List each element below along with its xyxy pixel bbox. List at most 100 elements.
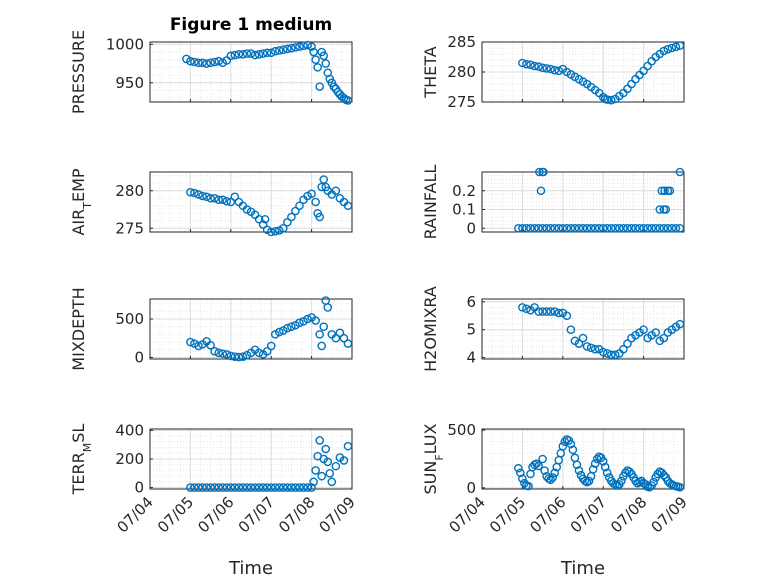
- data-point: [190, 57, 199, 67]
- data-point: [194, 58, 203, 68]
- data-point: [325, 468, 335, 478]
- subplot-2: 275 280 285 THETA: [421, 33, 685, 111]
- data-point: [198, 483, 207, 492]
- data-point: [315, 330, 324, 339]
- y-tick-label: 0: [134, 348, 144, 366]
- y-axis-label: PRESSURE: [69, 30, 88, 114]
- y-axis-label: THETA: [421, 46, 440, 98]
- data-point: [590, 459, 600, 468]
- data-point: [226, 197, 236, 207]
- data-point: [675, 223, 685, 233]
- data-point: [339, 456, 349, 465]
- data-point: [321, 59, 331, 68]
- data-point: [250, 483, 260, 492]
- data-point: [602, 468, 612, 478]
- data-point: [238, 352, 248, 361]
- axes-box: [149, 41, 353, 103]
- figure-title: Figure 1 medium: [170, 15, 332, 35]
- data-point: [659, 223, 669, 233]
- data-point: [238, 50, 248, 59]
- y-axis-label-main: AIR: [69, 209, 88, 236]
- data-point: [186, 337, 195, 347]
- data-point: [518, 303, 527, 312]
- y-axis-label-rest: SL: [69, 424, 88, 443]
- data-point: [230, 192, 240, 202]
- data-point: [303, 483, 312, 492]
- data-point: [623, 339, 632, 348]
- subplot-3: 275 280 AIRTEMP: [69, 168, 353, 237]
- data-point: [534, 62, 543, 71]
- data-point: [254, 348, 264, 358]
- data-point: [661, 205, 671, 214]
- data-point: [260, 214, 270, 224]
- data-point: [550, 468, 560, 478]
- data-point: [262, 48, 272, 58]
- y-tick-label: 280: [447, 63, 476, 81]
- data-point: [206, 483, 215, 492]
- y-tick-label: 500: [115, 310, 144, 328]
- data-point: [238, 483, 248, 492]
- data-point: [291, 206, 300, 216]
- data-point: [647, 223, 656, 233]
- data-point: [518, 58, 527, 68]
- data-point: [548, 473, 558, 482]
- data-point: [242, 49, 252, 58]
- data-point: [315, 82, 324, 91]
- y-tick-label: 0: [466, 219, 476, 237]
- data-point: [274, 483, 284, 492]
- data-point: [663, 44, 673, 54]
- y-tick-label: 200: [115, 450, 144, 468]
- data-point: [218, 195, 228, 205]
- data-point: [657, 186, 667, 196]
- data-point: [546, 64, 555, 74]
- data-point: [295, 42, 304, 51]
- data-point: [538, 307, 547, 316]
- y-axis-label-subscript: M: [81, 443, 94, 453]
- axes-box: [481, 41, 685, 103]
- data-point: [639, 325, 648, 334]
- data-point: [566, 439, 576, 449]
- data-point: [554, 308, 564, 318]
- data-point: [562, 223, 572, 233]
- data-point: [522, 59, 531, 69]
- data-point: [627, 223, 636, 233]
- data-point: [538, 454, 547, 464]
- data-point: [651, 223, 661, 233]
- y-axis-label: RAINFALL: [421, 165, 440, 240]
- data-point: [586, 343, 596, 353]
- data-point: [303, 40, 312, 50]
- data-point: [242, 483, 252, 492]
- data-point: [660, 186, 669, 196]
- data-point: [572, 460, 582, 470]
- data-point: [578, 333, 588, 343]
- data-point: [530, 223, 539, 233]
- y-axis-label-main: SUN: [421, 461, 440, 495]
- data-point: [206, 58, 215, 68]
- data-point: [574, 466, 584, 475]
- data-point: [675, 41, 685, 50]
- data-point: [319, 51, 329, 61]
- data-point: [218, 483, 228, 492]
- data-point: [329, 82, 339, 91]
- data-point: [582, 342, 592, 351]
- data-point: [542, 223, 551, 233]
- data-point: [606, 95, 616, 105]
- y-tick-label: 500: [447, 421, 476, 439]
- data-point: [516, 468, 525, 478]
- data-point: [311, 466, 320, 475]
- axes-box: [149, 298, 353, 360]
- data-point: [210, 347, 219, 356]
- data-point: [246, 483, 256, 492]
- data-point: [274, 327, 284, 337]
- data-point: [645, 482, 654, 492]
- data-point: [568, 445, 578, 455]
- data-point: [315, 212, 324, 222]
- data-point: [279, 223, 288, 233]
- data-point: [274, 46, 284, 55]
- data-point: [343, 96, 353, 105]
- data-point: [283, 44, 292, 54]
- data-point: [210, 57, 219, 67]
- data-point: [246, 49, 256, 58]
- data-point: [602, 223, 612, 233]
- data-point: [598, 457, 608, 466]
